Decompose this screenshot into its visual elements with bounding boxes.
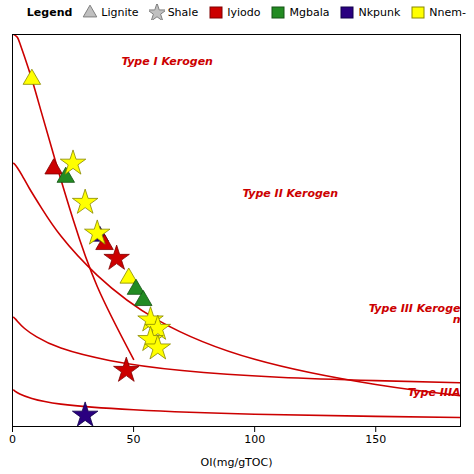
html-text:Iyiodo: Iyiodo [227, 5, 261, 19]
html-text:Legend: Legend [26, 5, 73, 19]
html-text:Nkpunk: Nkpunk [358, 5, 401, 19]
svg-text:150: 150 [365, 433, 386, 446]
svg-text:Type IIIA: Type IIIA [408, 386, 461, 399]
html-text:Shale: Shale [167, 5, 199, 19]
svg-text:50: 50 [127, 433, 141, 446]
svg-text:Type III Kerogen: Type III Kerogen [369, 302, 461, 326]
svg-text:Type I Kerogen: Type I Kerogen [121, 55, 213, 68]
svg-text:0: 0 [9, 433, 16, 446]
svg-text:100: 100 [244, 433, 265, 446]
html-text:Nnem-: Nnem- [429, 5, 466, 19]
html-text:Mgbala: Mgbala [289, 5, 330, 19]
html-text:Lignite: Lignite [101, 5, 139, 19]
svg-text:OI(mg/gTOC): OI(mg/gTOC) [201, 456, 273, 469]
svg-text:Type II Kerogen: Type II Kerogen [243, 187, 339, 200]
